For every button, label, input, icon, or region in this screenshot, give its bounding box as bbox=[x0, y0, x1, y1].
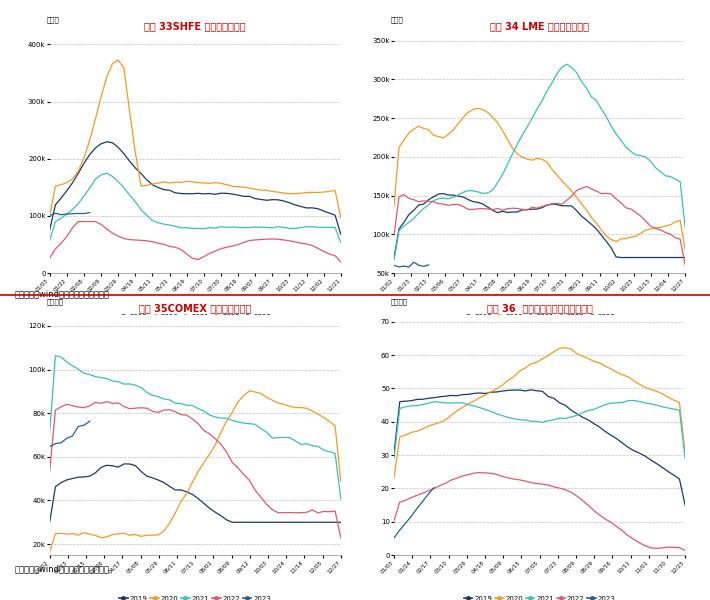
Legend: 2019, 2020, 2021, 2022, 2023: 2019, 2020, 2021, 2022, 2023 bbox=[461, 311, 618, 322]
Text: （吟）: （吟） bbox=[391, 17, 404, 23]
Text: （吟）: （吟） bbox=[47, 17, 60, 23]
Title: 图表 34 LME 库存季节性分析: 图表 34 LME 库存季节性分析 bbox=[490, 21, 589, 31]
Text: （短吟）: （短吟） bbox=[47, 299, 64, 305]
Title: 图表 33SHFE 库存季节性分析: 图表 33SHFE 库存季节性分析 bbox=[144, 21, 246, 31]
Legend: 2019, 2020, 2021, 2022, 2023: 2019, 2020, 2021, 2022, 2023 bbox=[116, 593, 274, 600]
Legend: 2019, 2020, 2021, 2022, 2023: 2019, 2020, 2021, 2022, 2023 bbox=[116, 311, 274, 322]
Text: 数据来源：wind，东兴期货投资和询部: 数据来源：wind，东兴期货投资和询部 bbox=[14, 289, 109, 298]
Legend: 2019, 2020, 2021, 2022, 2023: 2019, 2020, 2021, 2022, 2023 bbox=[461, 593, 618, 600]
Text: （万吟）: （万吟） bbox=[391, 299, 408, 305]
Title: 图表 36  国内保税区库存季节性分析: 图表 36 国内保税区库存季节性分析 bbox=[486, 303, 593, 313]
Title: 图表 35COMEX 库存季节性分析: 图表 35COMEX 库存季节性分析 bbox=[139, 303, 251, 313]
Text: 数据来源：wind，东兴期货投资和询部: 数据来源：wind，东兴期货投资和询部 bbox=[14, 564, 109, 573]
